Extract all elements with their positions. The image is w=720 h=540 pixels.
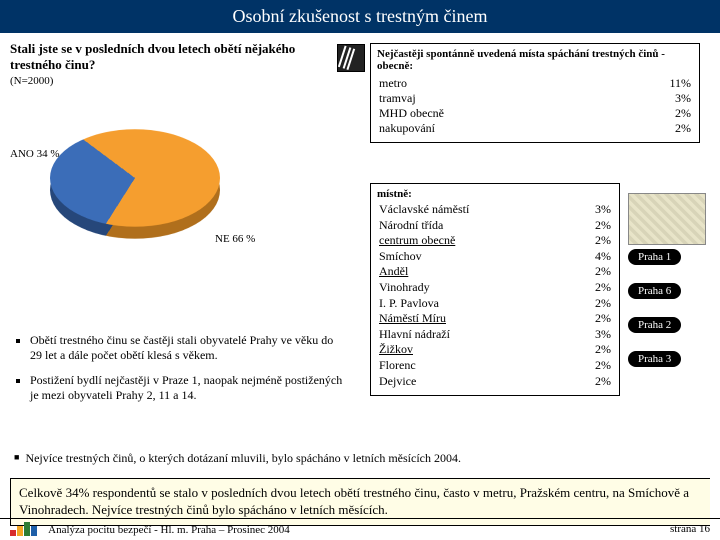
pie-wrap: ANO 34 % NE 66 % [10, 93, 310, 263]
pie-chart-block: Stali jste se v posledních dvou letech o… [10, 41, 340, 263]
general-places-list: metro11%tramvaj3%MHD obecně2%nakupování2… [377, 76, 693, 136]
pie-chart [50, 129, 220, 227]
pie-label-no: NE 66 % [215, 233, 255, 245]
general-places-box: Nejčastěji spontánně uvedená místa spách… [370, 43, 700, 143]
district-badge: Praha 3 [628, 351, 681, 367]
local-place-row: Dejvice2% [377, 374, 613, 390]
local-place-row: Vinohrady2% [377, 280, 613, 296]
general-places-heading: Nejčastěji spontánně uvedená místa spách… [377, 48, 693, 72]
badge-column: Praha 1 Praha 6 Praha 2 Praha 3 [628, 193, 710, 385]
local-place-row: Hlavní nádraží3% [377, 327, 613, 343]
content-area: Stali jste se v posledních dvou letech o… [0, 33, 720, 41]
district-badge: Praha 6 [628, 283, 681, 299]
lightning-icon [337, 44, 365, 72]
footer: Analýza pocitu bezpečí - Hl. m. Praha – … [0, 518, 720, 536]
local-places-box: místně: Václavské náměstí3%Národní třída… [370, 183, 620, 396]
general-place-row: tramvaj3% [377, 91, 693, 106]
bullet-1: Obětí trestného činu se častěji stali ob… [30, 333, 344, 363]
bullet-2: Postižení bydlí nejčastěji v Praze 1, na… [30, 373, 344, 403]
district-badge: Praha 1 [628, 249, 681, 265]
pie-label-yes: ANO 34 % [10, 148, 60, 160]
local-place-row: Florenc2% [377, 358, 613, 374]
local-place-row: Náměstí Míru2% [377, 311, 613, 327]
logo-icon [10, 522, 46, 536]
local-place-row: Národní třída2% [377, 218, 613, 234]
local-places-heading: místně: [377, 188, 613, 200]
footer-page: strana 16 [670, 523, 710, 535]
local-place-row: Žižkov2% [377, 342, 613, 358]
local-places-list: Václavské náměstí3%Národní třída2%centru… [377, 202, 613, 389]
local-place-row: centrum obecně2% [377, 233, 613, 249]
map-thumbnail [628, 193, 706, 245]
local-place-row: Václavské náměstí3% [377, 202, 613, 218]
pie-n: (N=2000) [10, 75, 340, 87]
general-place-row: MHD obecně2% [377, 106, 693, 121]
local-place-row: Smíchov4% [377, 249, 613, 265]
local-place-row: Anděl2% [377, 264, 613, 280]
footer-text: Analýza pocitu bezpečí - Hl. m. Praha – … [48, 524, 290, 536]
general-place-row: nakupování2% [377, 121, 693, 136]
footer-left: Analýza pocitu bezpečí - Hl. m. Praha – … [10, 522, 290, 536]
page-title: Osobní zkušenost s trestným činem [0, 0, 720, 33]
bullet-list: Obětí trestného činu se častěji stali ob… [14, 333, 344, 413]
pie-question: Stali jste se v posledních dvou letech o… [10, 41, 340, 73]
note-line: Nejvíce trestných činů, o kterých dotáza… [14, 451, 706, 466]
local-place-row: I. P. Pavlova2% [377, 296, 613, 312]
general-place-row: metro11% [377, 76, 693, 91]
district-badge: Praha 2 [628, 317, 681, 333]
